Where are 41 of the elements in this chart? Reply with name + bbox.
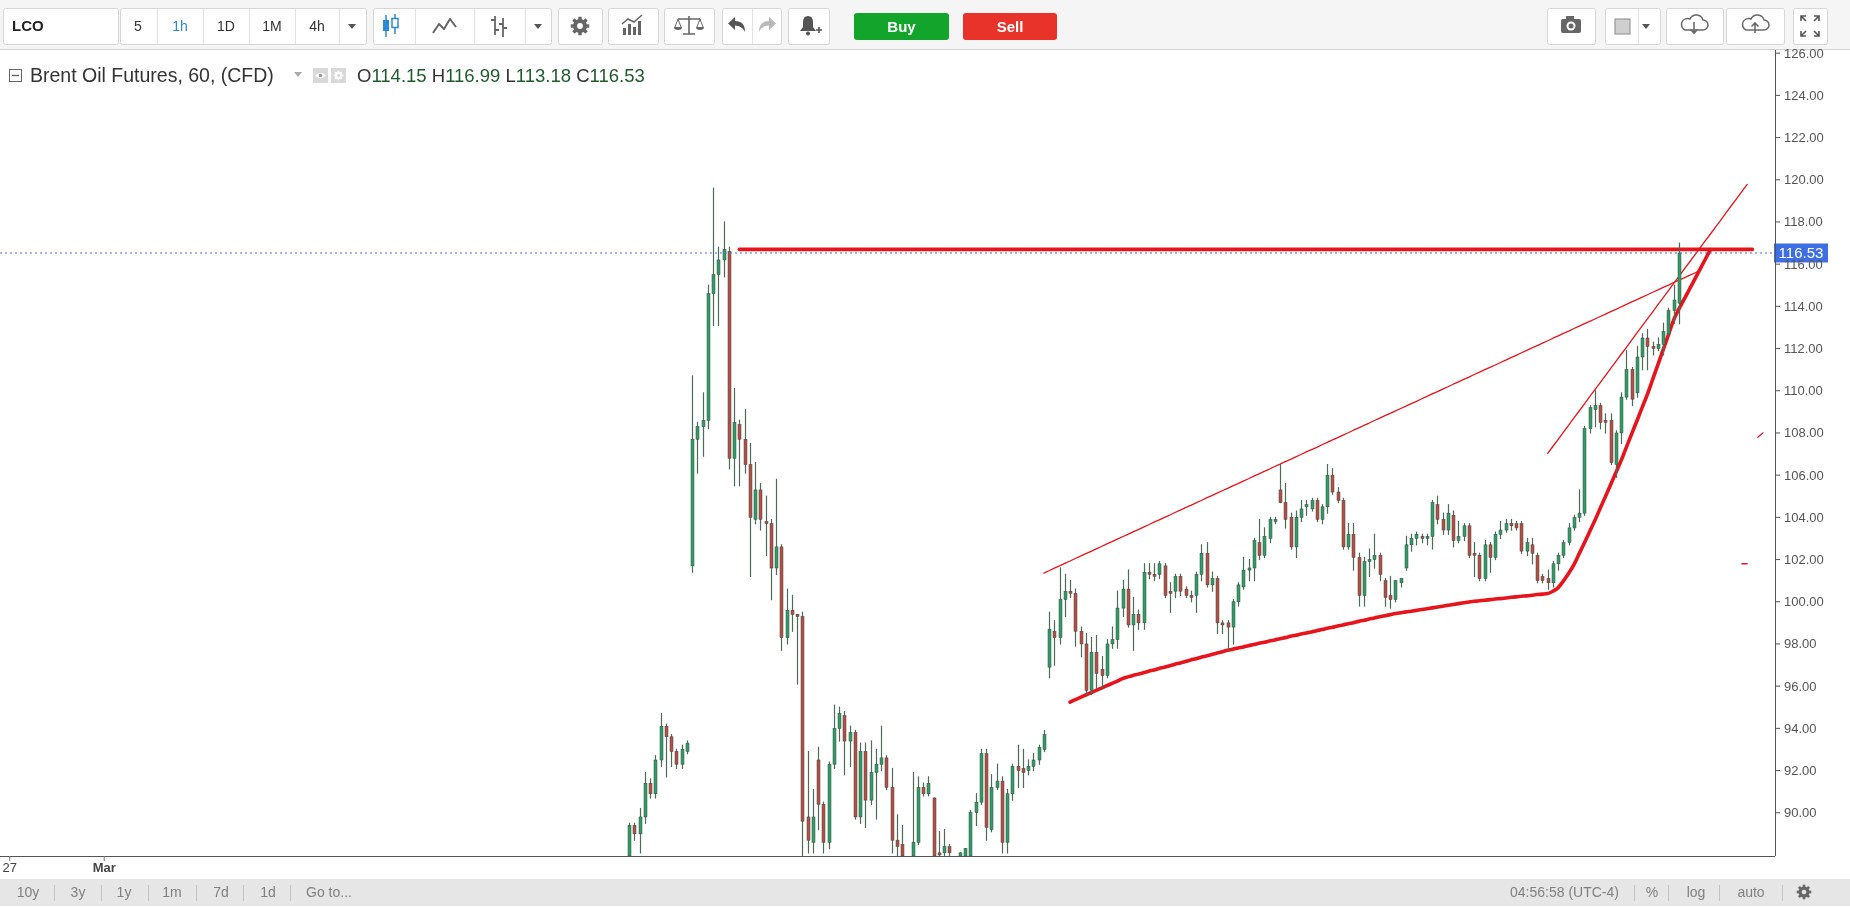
text: LCO bbox=[12, 17, 44, 34]
text: 7d bbox=[213, 884, 229, 900]
text: % bbox=[1645, 884, 1659, 900]
text: O114.15 H116.99 L113.18 C116.53 bbox=[357, 65, 645, 86]
text: auto bbox=[1737, 884, 1765, 900]
y-tick-label: 118.00 bbox=[1784, 214, 1823, 230]
x-tick-label: 27 bbox=[2, 860, 17, 875]
y-tick-label: 120.00 bbox=[1784, 172, 1824, 188]
y-tick-label: 110.00 bbox=[1784, 383, 1823, 399]
y-tick-label: 124.00 bbox=[1784, 87, 1824, 103]
text: 3y bbox=[70, 884, 86, 900]
text: Go to... bbox=[306, 884, 352, 900]
button: Buy bbox=[854, 13, 949, 40]
text: 1M bbox=[262, 18, 282, 34]
y-tick-label: 94.00 bbox=[1784, 720, 1817, 736]
text: 4h bbox=[309, 18, 325, 34]
y-tick-label: 102.00 bbox=[1784, 552, 1824, 568]
y-tick-label: 100.00 bbox=[1784, 594, 1824, 610]
y-tick-label: 126.00 bbox=[1784, 45, 1824, 61]
y-tick-label: 92.00 bbox=[1784, 763, 1817, 779]
text: log bbox=[1686, 884, 1706, 900]
y-tick-label: 114.00 bbox=[1784, 298, 1823, 314]
button: Sell bbox=[963, 13, 1057, 40]
text: 1D bbox=[217, 18, 235, 34]
y-tick-label: 98.00 bbox=[1784, 636, 1817, 652]
y-tick-label: 104.00 bbox=[1784, 509, 1824, 525]
y-tick-label: 108.00 bbox=[1784, 425, 1824, 441]
text: 1y bbox=[116, 884, 132, 900]
text: 10y bbox=[16, 884, 40, 900]
text: 1d bbox=[260, 884, 276, 900]
y-tick-label: 106.00 bbox=[1784, 467, 1824, 483]
y-tick-label: 112.00 bbox=[1784, 341, 1823, 357]
text: 04:56:58 (UTC-4) bbox=[1510, 884, 1619, 900]
text: Brent Oil Futures, 60, (CFD) bbox=[30, 64, 274, 86]
y-tick-label: 122.00 bbox=[1784, 130, 1824, 146]
y-tick-label: 90.00 bbox=[1784, 805, 1817, 821]
y-tick-label: 96.00 bbox=[1784, 678, 1817, 694]
text: 1h bbox=[172, 18, 188, 34]
x-tick-label: Mar bbox=[92, 860, 116, 875]
text: 1m bbox=[162, 884, 182, 900]
text: 5 bbox=[134, 18, 143, 34]
